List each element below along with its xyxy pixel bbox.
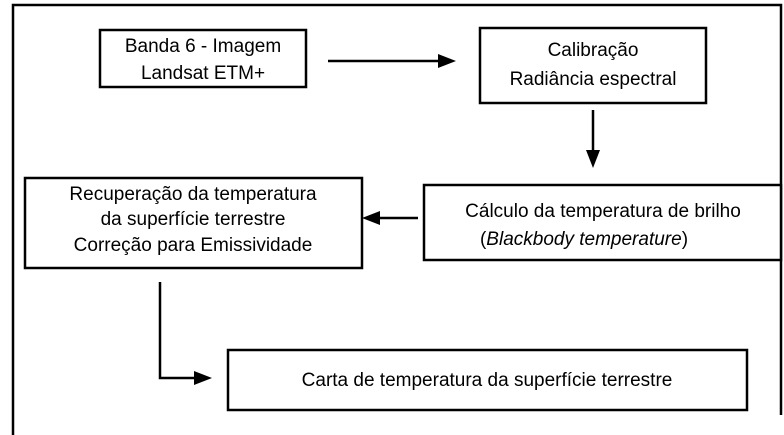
node-label: Radiância espectral: [510, 69, 677, 90]
node-box: [226, 348, 749, 412]
node-label: Carta de temperatura da superfície terre…: [302, 370, 673, 391]
node-label: da superfície terrestre: [101, 209, 286, 230]
node-label: Correção para Emissividade: [74, 235, 313, 256]
note-open: (: [480, 229, 487, 250]
note-close: ): [682, 229, 688, 250]
arrowhead: [586, 150, 600, 168]
node-label: Banda 6 - Imagem: [125, 36, 281, 57]
node-label: Recuperação da temperatura: [69, 184, 317, 205]
node-box: [478, 26, 708, 105]
arrow: [158, 282, 196, 380]
node-box: [98, 28, 308, 89]
note-text: Blackbody temperature: [486, 229, 681, 250]
arrowhead: [438, 54, 456, 68]
node-label: Cálculo da temperatura de brilho: [465, 201, 741, 222]
node-label: Landsat ETM+: [141, 63, 265, 84]
node-box: [422, 183, 783, 262]
node-label: (Blackbody temperature): [480, 229, 688, 250]
arrowhead: [194, 371, 212, 385]
node-box: [23, 176, 364, 270]
arrowhead: [362, 211, 380, 225]
node-label: Calibração: [548, 40, 639, 61]
